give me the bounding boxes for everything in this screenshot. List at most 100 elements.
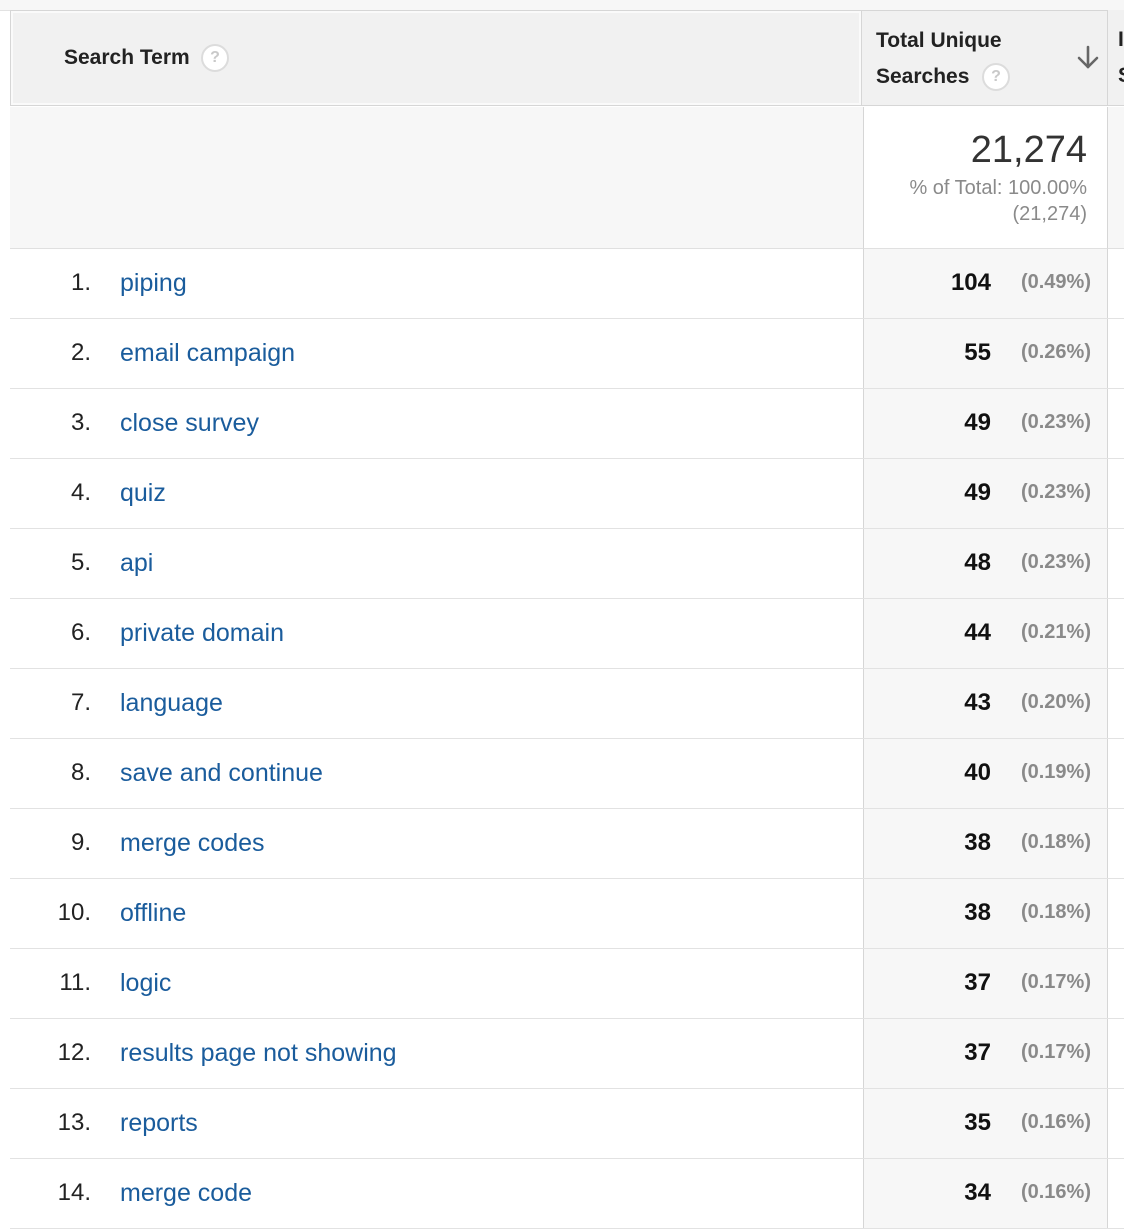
unique-searches-cell: 40 (0.19%): [863, 739, 1108, 808]
unique-searches-value: 48: [964, 549, 991, 576]
search-term-cell: 2. email campaign: [10, 319, 863, 388]
total-absolute: (21,274): [1012, 203, 1088, 225]
row-index: 14.: [57, 1179, 91, 1206]
row-index: 1.: [70, 269, 91, 296]
next-column-header-line2: S: [1118, 64, 1124, 88]
table-row: 13. reports 35 (0.16%): [10, 1089, 1124, 1159]
search-term-cell: 12. results page not showing: [10, 1019, 863, 1088]
search-term-cell: 10. offline: [10, 879, 863, 948]
table-row: 11. logic 37 (0.17%): [10, 949, 1124, 1019]
table-row: 12. results page not showing 37 (0.17%): [10, 1019, 1124, 1089]
unique-searches-percent: (0.49%): [1020, 271, 1091, 293]
next-column-cell: [1108, 249, 1124, 318]
unique-searches-cell: 38 (0.18%): [863, 809, 1108, 878]
unique-searches-percent: (0.20%): [1020, 691, 1091, 713]
unique-searches-percent: (0.23%): [1020, 411, 1091, 433]
row-index: 10.: [57, 899, 91, 926]
search-term-cell: 8. save and continue: [10, 739, 863, 808]
table-row: 14. merge code 34 (0.16%): [10, 1159, 1124, 1229]
metric-header-label-line1: Total Unique: [876, 29, 1002, 52]
search-term-link[interactable]: private domain: [120, 619, 284, 647]
unique-searches-value: 37: [964, 1039, 991, 1066]
search-term-header-label: Search Term: [64, 46, 190, 69]
table-row: 8. save and continue 40 (0.19%): [10, 739, 1124, 809]
unique-searches-value: 35: [964, 1109, 991, 1136]
unique-searches-value: 43: [964, 689, 991, 716]
search-term-link[interactable]: save and continue: [120, 759, 323, 787]
search-term-link[interactable]: quiz: [120, 479, 166, 507]
unique-searches-value: 49: [964, 409, 991, 436]
unique-searches-percent: (0.16%): [1020, 1111, 1091, 1133]
search-term-link[interactable]: api: [120, 549, 154, 577]
unique-searches-value: 34: [964, 1179, 991, 1206]
unique-searches-percent: (0.17%): [1020, 971, 1091, 993]
unique-searches-percent: (0.23%): [1020, 551, 1091, 573]
row-index: 4.: [70, 479, 91, 506]
search-term-link[interactable]: logic: [120, 969, 172, 997]
unique-searches-percent: (0.17%): [1020, 1041, 1091, 1063]
unique-searches-cell: 38 (0.18%): [863, 879, 1108, 948]
unique-searches-percent: (0.21%): [1020, 621, 1091, 643]
unique-searches-cell: 48 (0.23%): [863, 529, 1108, 598]
search-term-cell: 13. reports: [10, 1089, 863, 1158]
search-term-link[interactable]: results page not showing: [120, 1039, 397, 1067]
next-column-cell: [1108, 1089, 1124, 1158]
row-index: 9.: [70, 829, 91, 856]
unique-searches-cell: 44 (0.21%): [863, 599, 1108, 668]
next-column-cell: [1108, 669, 1124, 738]
table-row: 1. piping 104 (0.49%): [10, 249, 1124, 319]
search-term-link[interactable]: merge code: [120, 1179, 253, 1207]
help-icon[interactable]: ?: [982, 63, 1010, 91]
row-index: 12.: [57, 1039, 91, 1066]
arrow-down-icon[interactable]: [1076, 45, 1100, 71]
search-term-cell: 1. piping: [10, 249, 863, 318]
next-column-header[interactable]: I S: [1108, 10, 1124, 106]
help-icon[interactable]: ?: [201, 44, 229, 72]
table-row: 9. merge codes 38 (0.18%): [10, 809, 1124, 879]
total-value: 21,274: [970, 129, 1087, 171]
total-percent-of-total: % of Total: 100.00%: [909, 177, 1087, 199]
search-term-link[interactable]: offline: [120, 899, 187, 927]
next-column-cell: [1108, 1019, 1124, 1088]
table-row: 3. close survey 49 (0.23%): [10, 389, 1124, 459]
row-index: 3.: [70, 409, 91, 436]
next-column-cell: [1108, 1159, 1124, 1228]
next-column-cell: [1108, 459, 1124, 528]
search-term-link[interactable]: piping: [120, 269, 187, 297]
unique-searches-percent: (0.19%): [1020, 761, 1091, 783]
search-term-link[interactable]: close survey: [120, 409, 259, 437]
search-term-column-header[interactable]: Search Term ?: [10, 10, 862, 106]
search-term-link[interactable]: reports: [120, 1109, 198, 1137]
next-column-cell: [1108, 319, 1124, 388]
unique-searches-percent: (0.18%): [1020, 901, 1091, 923]
search-term-cell: 14. merge code: [10, 1159, 863, 1228]
search-term-link[interactable]: merge codes: [120, 829, 265, 857]
metric-header-label-line2: Searches: [876, 65, 970, 88]
unique-searches-percent: (0.18%): [1020, 831, 1091, 853]
next-column-cell: [1108, 949, 1124, 1018]
table-row: 10. offline 38 (0.18%): [10, 879, 1124, 949]
next-column-cell: [1108, 809, 1124, 878]
next-column-cell: [1108, 879, 1124, 948]
search-term-cell: 7. language: [10, 669, 863, 738]
table-row: 6. private domain 44 (0.21%): [10, 599, 1124, 669]
unique-searches-cell: 37 (0.17%): [863, 949, 1108, 1018]
unique-searches-value: 37: [964, 969, 991, 996]
next-column-cell: [1108, 529, 1124, 598]
search-term-cell: 4. quiz: [10, 459, 863, 528]
table-row: 7. language 43 (0.20%): [10, 669, 1124, 739]
next-column-cell: [1108, 599, 1124, 668]
unique-searches-value: 38: [964, 899, 991, 926]
totals-cell: 21,274 % of Total: 100.00% (21,274): [863, 107, 1108, 249]
unique-searches-value: 104: [950, 269, 991, 296]
unique-searches-value: 38: [964, 829, 991, 856]
unique-searches-value: 49: [964, 479, 991, 506]
search-term-link[interactable]: email campaign: [120, 339, 296, 367]
unique-searches-cell: 55 (0.26%): [863, 319, 1108, 388]
unique-searches-cell: 43 (0.20%): [863, 669, 1108, 738]
search-term-cell: 11. logic: [10, 949, 863, 1018]
total-unique-searches-column-header[interactable]: Total Unique Searches ?: [862, 10, 1108, 106]
next-column-cell: [1108, 739, 1124, 808]
unique-searches-value: 44: [964, 619, 991, 646]
search-term-link[interactable]: language: [120, 689, 223, 717]
